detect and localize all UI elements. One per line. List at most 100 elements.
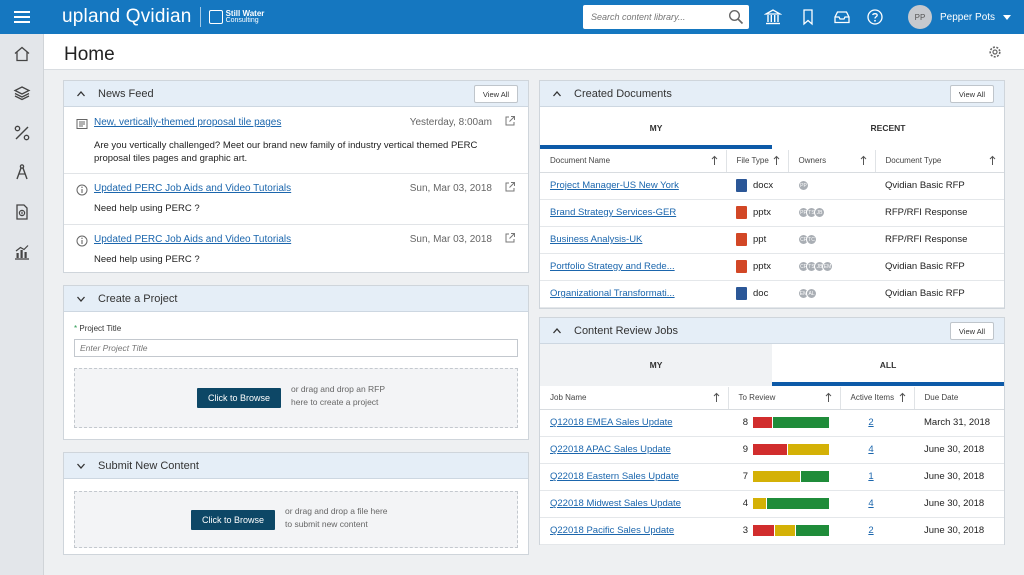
sort-icon[interactable] — [899, 392, 906, 403]
document-link[interactable]: Brand Strategy Services-GER — [550, 207, 677, 218]
owner-avatar[interactable]: TC — [806, 234, 817, 245]
col-due-date[interactable]: Due Date — [914, 387, 1004, 410]
job-link[interactable]: Q22018 APAC Sales Update — [550, 444, 671, 455]
tab-my[interactable]: MY — [540, 107, 772, 149]
active-items-link[interactable]: 2 — [868, 525, 874, 536]
job-link[interactable]: Q22018 Eastern Sales Update — [550, 471, 679, 482]
brand[interactable]: upland Qvidian Still Water Consulting — [62, 4, 264, 30]
user-menu[interactable]: PP Pepper Pots — [908, 5, 1012, 29]
external-link-icon[interactable] — [504, 181, 516, 193]
sort-icon[interactable] — [713, 392, 720, 403]
chevron-up-icon[interactable] — [552, 89, 562, 99]
compass-icon[interactable] — [13, 163, 31, 181]
brand-logo: upland Qvidian — [62, 6, 192, 27]
table-row[interactable]: Q22018 APAC Sales Update 9 4 June 30, 2018 — [540, 436, 1004, 464]
news-view-all-button[interactable]: View All — [474, 85, 518, 103]
create-project-header: Create a Project — [64, 286, 528, 312]
table-row[interactable]: Business Analysis-UK ppt CF TC RFP/RFI Respo… — [540, 226, 1004, 254]
news-item-title[interactable]: Updated PERC Job Aids and Video Tutorial… — [94, 183, 292, 194]
external-link-icon[interactable] — [504, 115, 516, 127]
col-to-review-label: To Review — [738, 393, 776, 403]
col-file-type[interactable]: File Type — [726, 150, 789, 173]
content-dropzone[interactable]: Click to Browse or drag and drop a file … — [74, 491, 518, 548]
document-link[interactable]: Organizational Transformati... — [550, 288, 675, 299]
submit-content-title: Submit New Content — [98, 460, 199, 472]
review-view-all-button[interactable]: View All — [950, 322, 994, 340]
review-bar-segment — [787, 444, 829, 455]
active-items-link[interactable]: 1 — [868, 471, 874, 482]
table-row[interactable]: Organizational Transformati... doc EM AL Qvi… — [540, 280, 1004, 308]
col-job-name[interactable]: Job Name — [540, 387, 729, 410]
file-type-cell: pptx — [726, 253, 788, 281]
tools-icon[interactable] — [13, 124, 31, 142]
document-link[interactable]: Portfolio Strategy and Rede... — [550, 261, 675, 272]
col-document-name[interactable]: Document Name — [540, 150, 727, 173]
document-icon[interactable] — [13, 203, 31, 221]
table-row[interactable]: Portfolio Strategy and Rede... pptx CF TS JB… — [540, 253, 1004, 281]
news-item-title[interactable]: Updated PERC Job Aids and Video Tutorial… — [94, 234, 292, 245]
sort-icon[interactable] — [860, 155, 867, 166]
external-link-icon[interactable] — [504, 232, 516, 244]
owners-list: EM AL — [798, 288, 875, 299]
project-dropzone[interactable]: Click to Browse or drag and drop an RFP … — [74, 368, 518, 428]
col-active-items[interactable]: Active Items — [840, 387, 915, 410]
inbox-icon[interactable] — [833, 8, 851, 26]
chevron-down-icon[interactable] — [76, 461, 86, 471]
sort-icon[interactable] — [711, 155, 718, 166]
help-icon[interactable] — [866, 8, 884, 26]
owner-avatar[interactable]: EM — [822, 261, 833, 272]
chevron-up-icon[interactable] — [552, 326, 562, 336]
info-icon — [76, 235, 88, 247]
active-items-link[interactable]: 2 — [868, 417, 874, 428]
to-review-count: 3 — [742, 525, 748, 536]
owner-avatar[interactable]: PP — [798, 180, 809, 191]
search-icon[interactable] — [728, 9, 744, 25]
project-title-input[interactable] — [74, 339, 518, 357]
menu-icon[interactable] — [0, 0, 44, 34]
chevron-down-icon[interactable] — [76, 294, 86, 304]
sort-icon[interactable] — [773, 155, 780, 166]
documents-view-all-button[interactable]: View All — [950, 85, 994, 103]
table-row[interactable]: Project Manager-US New York docx PP Qvidian… — [540, 172, 1004, 200]
table-row[interactable]: Q22018 Eastern Sales Update 7 1 June 30, 20… — [540, 463, 1004, 491]
library-icon[interactable] — [764, 8, 782, 26]
table-row[interactable]: Q22018 Pacific Sales Update 3 2 June 30, 20… — [540, 517, 1004, 545]
document-link[interactable]: Business Analysis-UK — [550, 234, 643, 245]
create-project-title: Create a Project — [98, 293, 178, 305]
bookmark-icon[interactable] — [799, 8, 817, 26]
col-to-review[interactable]: To Review — [728, 387, 841, 410]
job-link[interactable]: Q12018 EMEA Sales Update — [550, 417, 673, 428]
created-documents-title: Created Documents — [574, 88, 672, 100]
col-document-type[interactable]: Document Type — [875, 150, 1004, 173]
sort-icon[interactable] — [825, 392, 832, 403]
file-type-label: docx — [753, 180, 774, 191]
active-items-link[interactable]: 4 — [868, 498, 874, 509]
gear-icon[interactable] — [988, 45, 1002, 59]
search-input[interactable] — [583, 5, 723, 29]
sort-icon[interactable] — [989, 155, 996, 166]
document-link[interactable]: Project Manager-US New York — [550, 180, 679, 191]
tab-recent[interactable]: RECENT — [772, 107, 1004, 149]
chevron-up-icon[interactable] — [76, 89, 86, 99]
analytics-icon[interactable] — [13, 243, 31, 261]
job-link[interactable]: Q22018 Pacific Sales Update — [550, 525, 675, 536]
table-row[interactable]: Q22018 Midwest Sales Update 4 4 June 30, 20… — [540, 490, 1004, 518]
tab-my[interactable]: MY — [540, 344, 772, 386]
active-items-link[interactable]: 4 — [868, 444, 874, 455]
news-item-title[interactable]: New, vertically-themed proposal tile pag… — [94, 117, 282, 128]
owner-avatar[interactable]: JB — [814, 207, 825, 218]
project-browse-button[interactable]: Click to Browse — [197, 388, 281, 408]
content-browse-button[interactable]: Click to Browse — [191, 510, 275, 530]
col-owners[interactable]: Owners — [788, 150, 876, 173]
owner-avatar[interactable]: AL — [806, 288, 817, 299]
tab-all[interactable]: ALL — [772, 344, 1004, 386]
review-bar-segment — [753, 498, 766, 509]
owners-cell: CF TC — [788, 226, 875, 254]
home-icon[interactable] — [13, 45, 31, 63]
job-link[interactable]: Q22018 Midwest Sales Update — [550, 498, 681, 509]
table-row[interactable]: Q12018 EMEA Sales Update 8 2 March 31, 2018 — [540, 409, 1004, 437]
layers-icon[interactable] — [13, 84, 31, 102]
table-row[interactable]: Brand Strategy Services-GER pptx PP TS JB RFP… — [540, 199, 1004, 227]
partner-subtitle: Consulting — [225, 17, 259, 24]
owners-list: PP TS JB — [798, 207, 875, 218]
